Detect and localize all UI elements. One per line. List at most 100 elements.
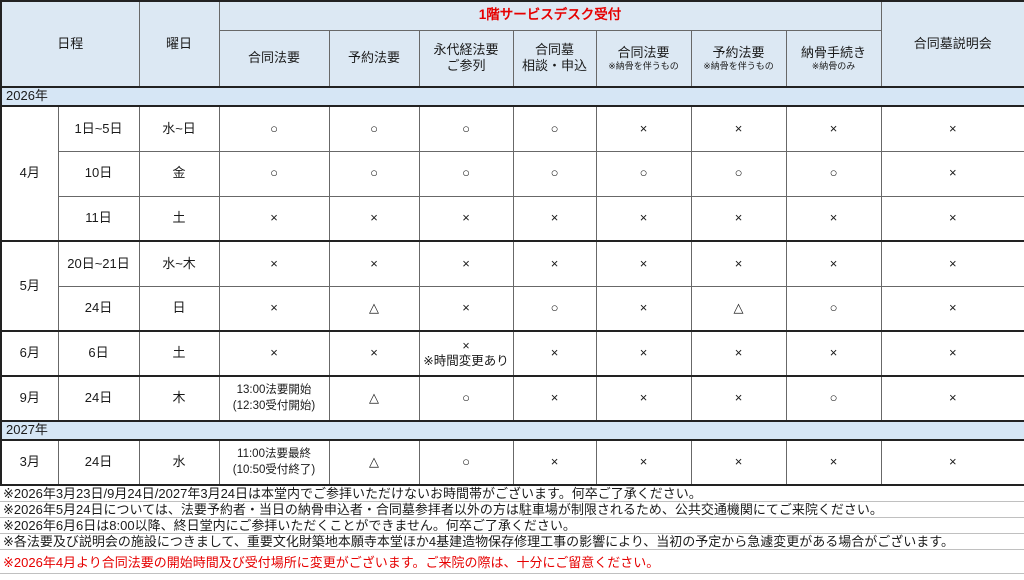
column-header-label: 永代経法要 <box>433 42 499 57</box>
status-cell: ○ <box>218 105 330 152</box>
status-cell: △ <box>328 285 420 332</box>
footnote: ※2026年5月24日については、法要予約者・当日の納骨申込者・合同墓参拝者以外… <box>0 502 1024 518</box>
header-memorial-briefing: 合同墓説明会 <box>880 0 1024 88</box>
status-cell: ○ <box>418 105 514 152</box>
status-cell: × <box>785 105 882 152</box>
status-cell: 13:00法要開始 (12:30受付開始) <box>218 375 330 422</box>
column-header-label: 予約法要 <box>712 44 765 60</box>
footnote: ※各法要及び説明会の施設につきまして、重要文化財築地本願寺本堂ほか4基建造物保存… <box>0 534 1024 550</box>
footnote: ※2026年6月6日は8:00以降、終日堂内にご参拝いただくことができません。何… <box>0 518 1024 534</box>
status-cell: × <box>690 439 787 486</box>
status-cell: △ <box>690 285 787 332</box>
status-cell: ○ <box>218 150 330 197</box>
date-cell: 6日 <box>57 330 140 377</box>
status-cell: × <box>328 330 420 377</box>
column-header-label2: 相談・申込 <box>522 58 588 74</box>
column-header-label: 納骨手続き <box>801 44 867 60</box>
status-cell: × <box>785 330 882 377</box>
column-header-note: ※納骨を伴うもの <box>703 60 774 71</box>
status-cell: ○ <box>328 105 420 152</box>
status-cell: △ <box>328 439 420 486</box>
status-cell: × <box>785 439 882 486</box>
status-cell: × <box>690 375 787 422</box>
weekday-cell: 日 <box>138 285 220 332</box>
column-header-godobo-soudan: 合同墓 相談・申込 <box>512 29 597 88</box>
status-cell: ○ <box>512 150 597 197</box>
status-cell: ○ <box>328 150 420 197</box>
status-cell: ○ <box>785 285 882 332</box>
weekday-cell: 水 <box>138 439 220 486</box>
status-cell: × <box>512 439 597 486</box>
date-cell: 10日 <box>57 150 140 197</box>
header-date: 日程 <box>0 0 140 88</box>
column-header-nokotsu-tetsuzuki: 納骨手続き ※納骨のみ <box>785 29 882 88</box>
weekday-cell: 土 <box>138 330 220 377</box>
status-cell: × <box>512 240 597 287</box>
status-cell: × ※時間変更あり <box>418 330 514 377</box>
status-cell: × <box>328 240 420 287</box>
status-cell: × <box>880 285 1024 332</box>
status-cell: 11:00法要最終 (10:50受付終了) <box>218 439 330 486</box>
status-cell: ○ <box>785 150 882 197</box>
status-cell: × <box>595 285 692 332</box>
status-cell: × <box>690 330 787 377</box>
date-cell: 24日 <box>57 285 140 332</box>
status-cell: × <box>880 195 1024 242</box>
status-cell: × <box>218 240 330 287</box>
status-cell: ○ <box>418 439 514 486</box>
weekday-cell: 水~木 <box>138 240 220 287</box>
status-cell: × <box>328 195 420 242</box>
weekday-cell: 木 <box>138 375 220 422</box>
year-band-2027: 2027年 <box>0 420 1024 441</box>
status-cell: × <box>595 105 692 152</box>
status-cell: × <box>218 285 330 332</box>
month-cell: 3月 <box>0 439 59 486</box>
column-header-label2: ご参列 <box>446 58 486 74</box>
weekday-cell: 土 <box>138 195 220 242</box>
year-band-2026: 2026年 <box>0 86 1024 107</box>
status-cell: ○ <box>418 150 514 197</box>
status-cell: × <box>880 330 1024 377</box>
status-cell: × <box>880 240 1024 287</box>
status-cell: × <box>690 195 787 242</box>
weekday-cell: 水~日 <box>138 105 220 152</box>
column-header-godo-hoyo: 合同法要 <box>218 29 330 88</box>
status-cell: ○ <box>690 150 787 197</box>
status-cell: × <box>690 105 787 152</box>
column-header-label: 合同法要 <box>617 44 670 60</box>
status-cell: × <box>512 330 597 377</box>
status-cell: × <box>595 195 692 242</box>
column-header-label: 合同法要 <box>248 50 301 66</box>
status-cell: ○ <box>512 105 597 152</box>
date-cell: 20日~21日 <box>57 240 140 287</box>
month-cell: 9月 <box>0 375 59 422</box>
status-cell: ○ <box>418 375 514 422</box>
status-cell: ○ <box>595 150 692 197</box>
service-schedule-table: 日程 曜日 1階サービスデスク受付 合同墓説明会 合同法要 予約法要 永代経法要… <box>0 0 1024 486</box>
weekday-cell: 金 <box>138 150 220 197</box>
date-cell: 1日~5日 <box>57 105 140 152</box>
month-cell: 5月 <box>0 240 59 332</box>
month-cell: 6月 <box>0 330 59 377</box>
status-cell: × <box>785 195 882 242</box>
column-header-note: ※納骨のみ <box>811 60 856 71</box>
status-cell: × <box>595 240 692 287</box>
status-cell: × <box>880 375 1024 422</box>
status-cell: × <box>880 150 1024 197</box>
status-cell: × <box>880 439 1024 486</box>
footnotes-section: ※2026年3月23日/9月24日/2027年3月24日は本堂内でご参拝いただけ… <box>0 486 1024 574</box>
date-cell: 24日 <box>57 375 140 422</box>
column-header-yoyaku-hoyo-nokotsu: 予約法要 ※納骨を伴うもの <box>690 29 787 88</box>
column-header-note: ※納骨を伴うもの <box>608 60 679 71</box>
status-cell: × <box>418 285 514 332</box>
month-cell: 4月 <box>0 105 59 242</box>
status-cell: × <box>785 240 882 287</box>
status-cell: × <box>512 195 597 242</box>
status-cell: × <box>690 240 787 287</box>
status-cell: × <box>595 330 692 377</box>
date-cell: 24日 <box>57 439 140 486</box>
status-cell: × <box>418 240 514 287</box>
status-cell: × <box>595 375 692 422</box>
header-weekday: 曜日 <box>138 0 220 88</box>
column-header-yoyaku-hoyo: 予約法要 <box>328 29 420 88</box>
